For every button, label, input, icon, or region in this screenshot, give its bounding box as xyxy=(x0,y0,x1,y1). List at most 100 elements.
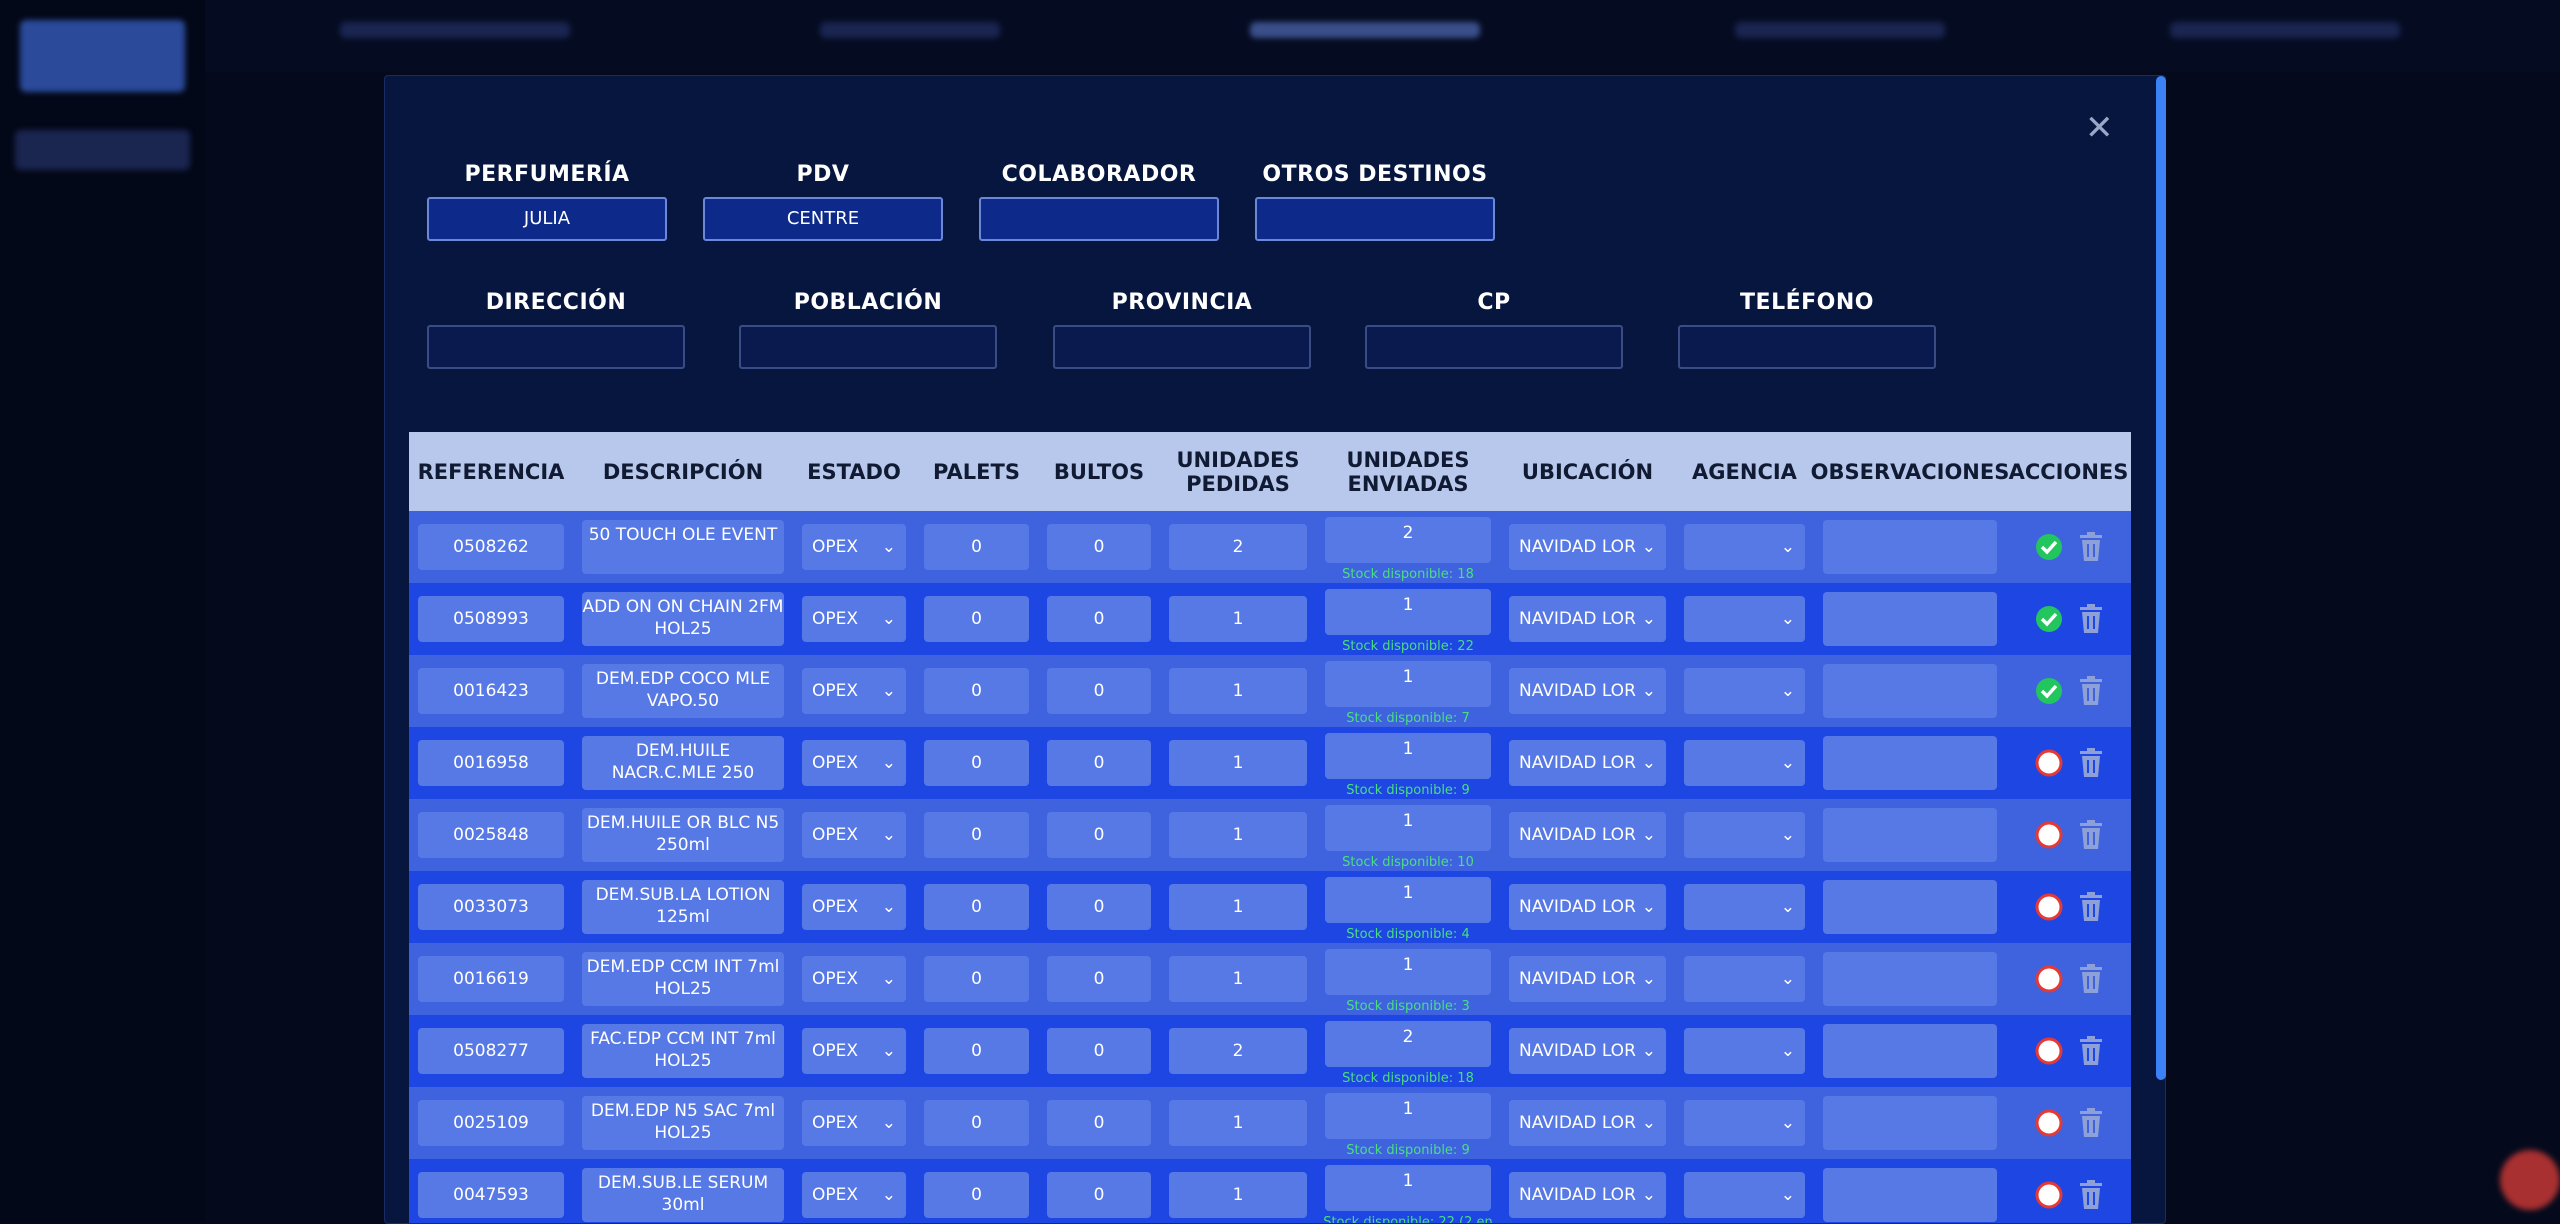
agencia-select[interactable]: ⌄ xyxy=(1684,884,1805,930)
enviadas-input[interactable]: 1 xyxy=(1325,1165,1491,1211)
observaciones-textarea[interactable] xyxy=(1823,520,1997,574)
enviadas-input[interactable]: 2 xyxy=(1325,517,1491,563)
palets-input[interactable]: 0 xyxy=(924,524,1029,570)
palets-input[interactable]: 0 xyxy=(924,884,1029,930)
agencia-select[interactable]: ⌄ xyxy=(1684,1100,1805,1146)
text-input[interactable] xyxy=(427,325,685,369)
confirmed-icon[interactable] xyxy=(2034,604,2064,634)
estado-select[interactable]: OPEX ⌄ xyxy=(802,884,906,930)
agencia-select[interactable]: ⌄ xyxy=(1684,596,1805,642)
description-textarea[interactable]: DEM.SUB.LE SERUM 30ml xyxy=(582,1168,784,1222)
description-textarea[interactable]: DEM.EDP COCO MLE VAPO.50 xyxy=(582,664,784,718)
reference-input[interactable]: 0025109 xyxy=(418,1100,564,1146)
enviadas-input[interactable]: 2 xyxy=(1325,1021,1491,1067)
bultos-input[interactable]: 0 xyxy=(1047,1172,1151,1218)
palets-input[interactable]: 0 xyxy=(924,1100,1029,1146)
palets-input[interactable]: 0 xyxy=(924,956,1029,1002)
palets-input[interactable]: 0 xyxy=(924,1028,1029,1074)
pedidas-input[interactable]: 1 xyxy=(1169,884,1307,930)
text-input[interactable]: JULIA xyxy=(427,197,667,241)
ubicacion-select[interactable]: NAVIDAD LOR ⌄ xyxy=(1509,524,1666,570)
agencia-select[interactable]: ⌄ xyxy=(1684,1172,1805,1218)
pedidas-input[interactable]: 2 xyxy=(1169,524,1307,570)
pedidas-input[interactable]: 1 xyxy=(1169,812,1307,858)
enviadas-input[interactable]: 1 xyxy=(1325,877,1491,923)
palets-input[interactable]: 0 xyxy=(924,812,1029,858)
pedidas-input[interactable]: 1 xyxy=(1169,596,1307,642)
reference-input[interactable]: 0016423 xyxy=(418,668,564,714)
ubicacion-select[interactable]: NAVIDAD LOR ⌄ xyxy=(1509,596,1666,642)
delete-button[interactable] xyxy=(2078,748,2104,778)
pedidas-input[interactable]: 1 xyxy=(1169,1100,1307,1146)
reference-input[interactable]: 0016958 xyxy=(418,740,564,786)
estado-select[interactable]: OPEX ⌄ xyxy=(802,1172,906,1218)
agencia-select[interactable]: ⌄ xyxy=(1684,1028,1805,1074)
delete-button[interactable] xyxy=(2078,604,2104,634)
enviadas-input[interactable]: 1 xyxy=(1325,661,1491,707)
text-input[interactable] xyxy=(739,325,997,369)
text-input[interactable] xyxy=(1678,325,1936,369)
delete-button[interactable] xyxy=(2078,676,2104,706)
close-button[interactable]: ✕ xyxy=(2085,108,2114,148)
reference-input[interactable]: 0025848 xyxy=(418,812,564,858)
ubicacion-select[interactable]: NAVIDAD LOR ⌄ xyxy=(1509,812,1666,858)
pedidas-input[interactable]: 1 xyxy=(1169,956,1307,1002)
enviadas-input[interactable]: 1 xyxy=(1325,733,1491,779)
ubicacion-select[interactable]: NAVIDAD LOR ⌄ xyxy=(1509,740,1666,786)
bultos-input[interactable]: 0 xyxy=(1047,740,1151,786)
delete-button[interactable] xyxy=(2078,532,2104,562)
bultos-input[interactable]: 0 xyxy=(1047,956,1151,1002)
description-textarea[interactable]: DEM.SUB.LA LOTION 125ml xyxy=(582,880,784,934)
bultos-input[interactable]: 0 xyxy=(1047,668,1151,714)
pedidas-input[interactable]: 1 xyxy=(1169,740,1307,786)
pedidas-input[interactable]: 2 xyxy=(1169,1028,1307,1074)
reference-input[interactable]: 0508262 xyxy=(418,524,564,570)
reference-input[interactable]: 0033073 xyxy=(418,884,564,930)
description-textarea[interactable]: DEM.EDP N5 SAC 7ml HOL25 xyxy=(582,1096,784,1150)
estado-select[interactable]: OPEX ⌄ xyxy=(802,740,906,786)
palets-input[interactable]: 0 xyxy=(924,740,1029,786)
observaciones-textarea[interactable] xyxy=(1823,808,1997,862)
estado-select[interactable]: OPEX ⌄ xyxy=(802,812,906,858)
estado-select[interactable]: OPEX ⌄ xyxy=(802,1028,906,1074)
delete-button[interactable] xyxy=(2078,892,2104,922)
delete-button[interactable] xyxy=(2078,1180,2104,1210)
palets-input[interactable]: 0 xyxy=(924,668,1029,714)
bultos-input[interactable]: 0 xyxy=(1047,596,1151,642)
enviadas-input[interactable]: 1 xyxy=(1325,805,1491,851)
description-textarea[interactable]: 50 TOUCH OLE EVENT xyxy=(582,520,784,574)
ubicacion-select[interactable]: NAVIDAD LOR ⌄ xyxy=(1509,1028,1666,1074)
ubicacion-select[interactable]: NAVIDAD LOR ⌄ xyxy=(1509,1172,1666,1218)
confirmed-icon[interactable] xyxy=(2034,676,2064,706)
text-input[interactable] xyxy=(1255,197,1495,241)
enviadas-input[interactable]: 1 xyxy=(1325,589,1491,635)
confirm-button[interactable] xyxy=(2034,1108,2064,1138)
confirm-button[interactable] xyxy=(2034,820,2064,850)
ubicacion-select[interactable]: NAVIDAD LOR ⌄ xyxy=(1509,668,1666,714)
observaciones-textarea[interactable] xyxy=(1823,592,1997,646)
estado-select[interactable]: OPEX ⌄ xyxy=(802,956,906,1002)
confirmed-icon[interactable] xyxy=(2034,532,2064,562)
text-input[interactable] xyxy=(979,197,1219,241)
agencia-select[interactable]: ⌄ xyxy=(1684,812,1805,858)
delete-button[interactable] xyxy=(2078,964,2104,994)
observaciones-textarea[interactable] xyxy=(1823,664,1997,718)
ubicacion-select[interactable]: NAVIDAD LOR ⌄ xyxy=(1509,1100,1666,1146)
agencia-select[interactable]: ⌄ xyxy=(1684,668,1805,714)
delete-button[interactable] xyxy=(2078,1036,2104,1066)
estado-select[interactable]: OPEX ⌄ xyxy=(802,524,906,570)
confirm-button[interactable] xyxy=(2034,964,2064,994)
estado-select[interactable]: OPEX ⌄ xyxy=(802,668,906,714)
delete-button[interactable] xyxy=(2078,1108,2104,1138)
reference-input[interactable]: 0508993 xyxy=(418,596,564,642)
bultos-input[interactable]: 0 xyxy=(1047,1100,1151,1146)
pedidas-input[interactable]: 1 xyxy=(1169,668,1307,714)
description-textarea[interactable]: FAC.EDP CCM INT 7ml HOL25 xyxy=(582,1024,784,1078)
reference-input[interactable]: 0016619 xyxy=(418,956,564,1002)
confirm-button[interactable] xyxy=(2034,1036,2064,1066)
observaciones-textarea[interactable] xyxy=(1823,1168,1997,1222)
ubicacion-select[interactable]: NAVIDAD LOR ⌄ xyxy=(1509,884,1666,930)
description-textarea[interactable]: DEM.EDP CCM INT 7ml HOL25 xyxy=(582,952,784,1006)
confirm-button[interactable] xyxy=(2034,1180,2064,1210)
reference-input[interactable]: 0508277 xyxy=(418,1028,564,1074)
